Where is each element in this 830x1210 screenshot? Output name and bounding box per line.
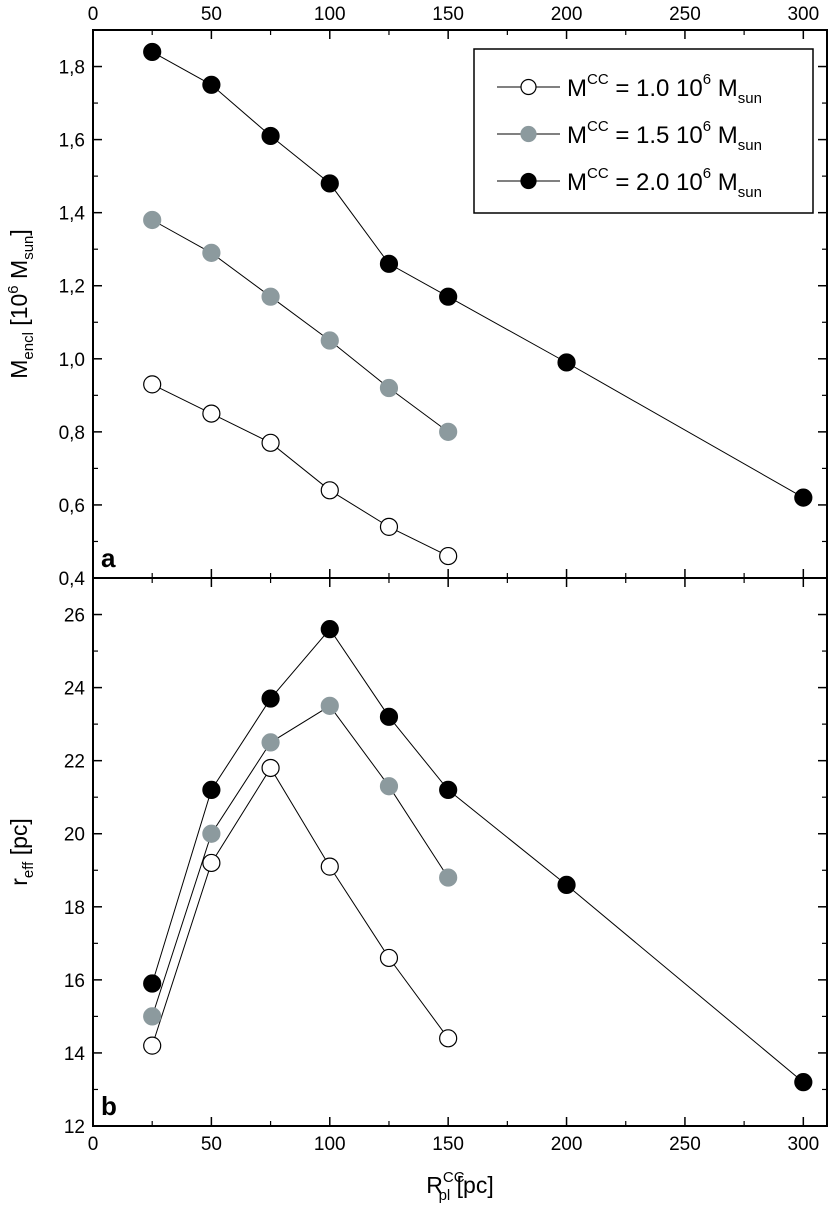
data-point-m15: [261, 733, 280, 752]
x-tick-label-bottom: 200: [551, 1134, 583, 1155]
y-axis-title-b: reff [pc]: [6, 818, 37, 886]
data-point-m10: [202, 853, 221, 873]
legend-label-m15: MCC = 1.5 106 Msun: [567, 118, 762, 154]
x-tick-label-bottom: 0: [88, 1134, 99, 1155]
data-point-m20: [202, 780, 221, 799]
y-tick-label: 22: [64, 752, 85, 773]
panel-b: 12 14 16 18 20 22 24 26 b reff [pc]: [6, 577, 828, 1138]
data-point-m10: [261, 433, 280, 452]
y-tick-label: 1,4: [59, 204, 86, 225]
panel-tag-b: b: [101, 1091, 117, 1121]
data-point-m20: [379, 254, 399, 273]
data-point-m20: [794, 1073, 813, 1092]
panel-a: 0,4 0,6 0,8 1,0 1,2 1,4 1,6 1,8 a Mencl [106 Msun…: [5, 29, 828, 590]
x-tick-label-top: 250: [669, 4, 701, 25]
data-point-m20: [439, 780, 458, 799]
x-tick-label-bottom: 150: [432, 1134, 464, 1155]
y-tick-label: 18: [64, 898, 85, 919]
y-tick-label: 1,2: [59, 277, 85, 298]
data-point-m20: [439, 287, 458, 306]
y-tick-label: 14: [64, 1044, 86, 1065]
y-tick-label: 0,4: [59, 569, 86, 590]
data-point-m20: [143, 42, 162, 62]
y-tick-label: 0,8: [59, 423, 85, 444]
series-line-m10: [151, 383, 449, 557]
x-tick-label-top: 50: [201, 4, 222, 25]
legend-marker-m20: [520, 172, 537, 190]
y-tick-label: 24: [64, 679, 86, 700]
data-point-m10: [143, 375, 162, 394]
x-tick-label-bottom: 50: [201, 1134, 222, 1155]
y-tick-label: 12: [64, 1117, 85, 1138]
x-tick-label-top: 300: [787, 4, 819, 25]
series-line-m15: [151, 705, 449, 1017]
data-point-m20: [379, 707, 399, 726]
data-point-m10: [439, 546, 458, 566]
y-tick-label: 26: [64, 606, 85, 627]
data-point-m10: [379, 948, 399, 968]
x-tick-label-bottom: 100: [314, 1134, 346, 1155]
data-point-m20: [557, 875, 576, 894]
series-line-m20: [151, 628, 804, 1083]
legend-marker-m10: [520, 78, 537, 96]
data-point-m20: [320, 174, 339, 193]
data-point-m20: [202, 75, 221, 94]
series-line-m20: [151, 51, 804, 499]
data-point-m15: [439, 422, 458, 441]
y-tick-label: 1,0: [59, 350, 85, 371]
y-tick-label: 1,6: [59, 131, 85, 152]
y-tick-label: 0,6: [59, 496, 85, 517]
panel-b-frame: [92, 577, 828, 1127]
x-tick-label-bottom: 250: [669, 1134, 701, 1155]
data-point-m20: [320, 620, 339, 639]
x-tick-label-bottom: 300: [787, 1134, 819, 1155]
data-point-m15: [379, 777, 399, 796]
y-tick-label: 1,8: [59, 58, 85, 79]
data-point-m10: [202, 404, 221, 423]
legend-marker-m15: [520, 125, 537, 143]
data-point-m15: [143, 1007, 162, 1026]
data-point-m20: [143, 974, 162, 993]
x-tick-label-top: 100: [314, 4, 346, 25]
data-point-m20: [261, 126, 280, 146]
x-axis-title: RCC pl [pc]: [426, 1169, 493, 1204]
legend-label-m20: MCC = 2.0 106 Msun: [567, 165, 762, 201]
data-point-m10: [261, 758, 280, 778]
data-point-m20: [557, 353, 576, 372]
data-point-m15: [320, 331, 339, 350]
data-point-m10: [143, 1036, 162, 1055]
x-tick-label-top: 200: [551, 4, 583, 25]
series-line-m10: [151, 767, 449, 1046]
data-point-m15: [261, 287, 280, 306]
y-tick-label: 16: [64, 971, 85, 992]
legend: MCC = 1.0 106 Msun MCC = 1.5 106 Msun MCC …: [473, 48, 814, 214]
panel-tag-a: a: [101, 543, 116, 573]
data-point-m15: [202, 824, 221, 843]
data-point-m10: [320, 481, 339, 500]
data-point-m20: [794, 488, 813, 507]
data-point-m15: [143, 210, 162, 230]
data-point-m15: [439, 868, 458, 887]
data-point-m15: [379, 378, 399, 398]
y-tick-label: 20: [64, 825, 85, 846]
series-line-m15: [151, 219, 449, 433]
x-tick-label-top: 0: [88, 4, 99, 25]
data-point-m20: [261, 689, 280, 708]
data-point-m15: [202, 243, 221, 262]
legend-label-m10: MCC = 1.0 106 Msun: [567, 71, 762, 107]
data-point-m10: [439, 1029, 458, 1048]
data-point-m15: [320, 696, 339, 715]
x-tick-label-top: 150: [432, 4, 464, 25]
data-point-m10: [320, 857, 339, 876]
y-axis-title-a: Mencl [106 Msun]: [5, 229, 37, 379]
data-point-m10: [379, 517, 399, 536]
